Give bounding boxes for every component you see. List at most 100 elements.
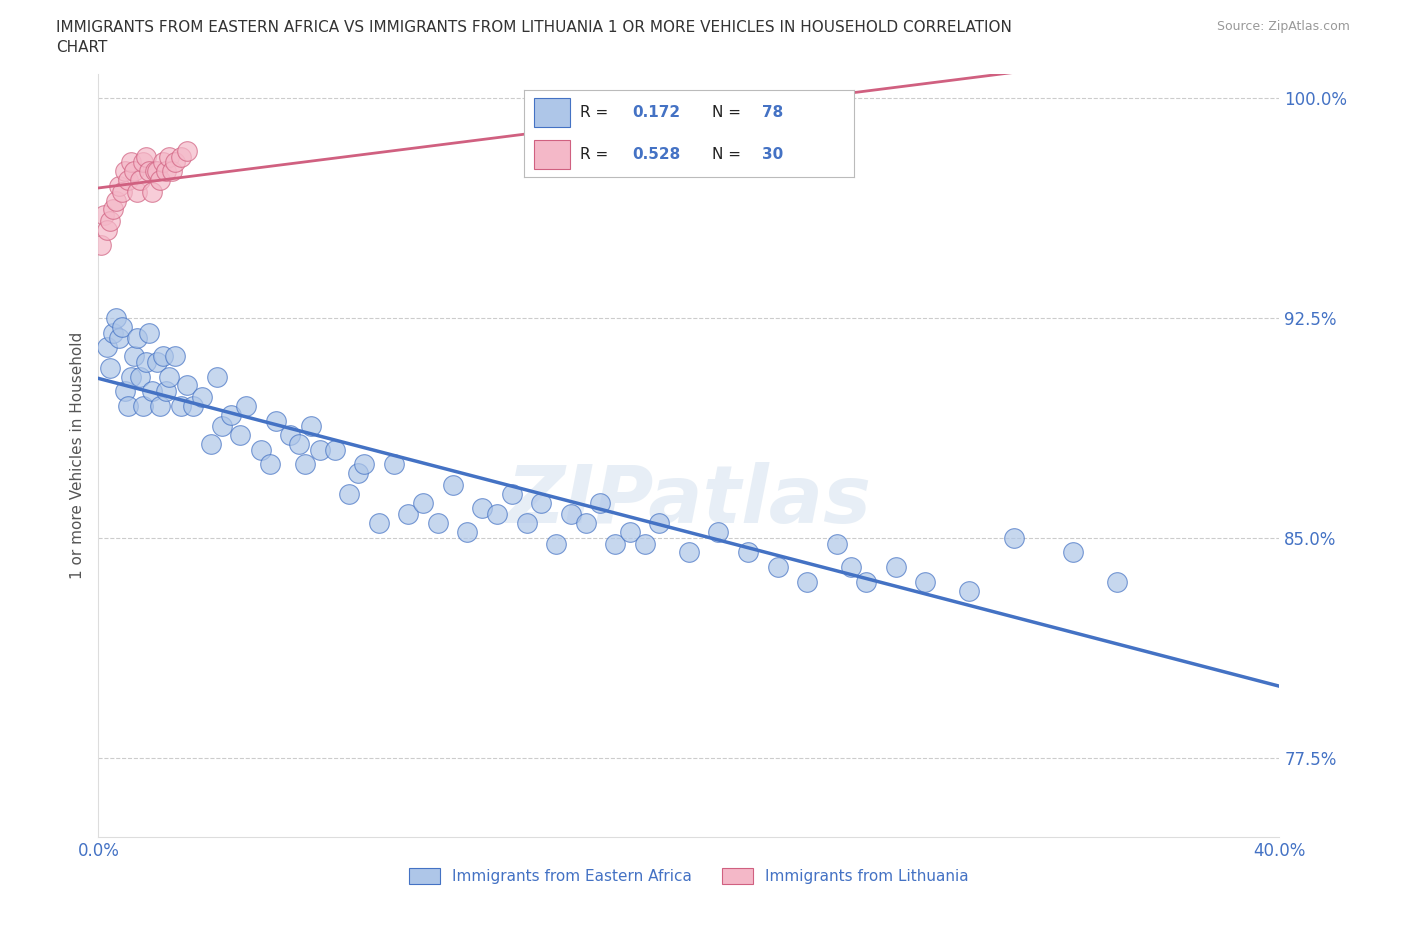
Point xyxy=(299,418,322,433)
Point xyxy=(122,164,145,179)
Point xyxy=(766,560,789,575)
Point xyxy=(486,507,509,522)
Point xyxy=(165,155,187,170)
Point xyxy=(135,354,157,369)
Point xyxy=(157,149,180,164)
Point xyxy=(347,466,370,481)
Point xyxy=(825,537,848,551)
Point xyxy=(105,193,128,208)
Point xyxy=(855,575,877,590)
Point xyxy=(103,202,125,217)
Point xyxy=(654,120,676,135)
Point xyxy=(398,507,420,522)
Point xyxy=(111,184,134,199)
Point xyxy=(796,575,818,590)
Point xyxy=(560,507,582,522)
Point xyxy=(205,369,228,384)
Point xyxy=(122,349,145,364)
Point xyxy=(259,457,281,472)
Point xyxy=(884,560,907,575)
Point xyxy=(141,184,163,199)
Point xyxy=(235,398,257,413)
Point xyxy=(1002,530,1025,545)
Point xyxy=(152,349,174,364)
Point xyxy=(471,501,494,516)
Point xyxy=(737,545,759,560)
Point xyxy=(250,443,273,458)
Point xyxy=(93,207,115,222)
Point xyxy=(143,164,166,179)
Legend: Immigrants from Eastern Africa, Immigrants from Lithuania: Immigrants from Eastern Africa, Immigran… xyxy=(404,862,974,890)
Point xyxy=(90,237,112,252)
Point xyxy=(176,378,198,392)
Point xyxy=(135,149,157,164)
Point xyxy=(382,457,405,472)
Point xyxy=(546,537,568,551)
Point xyxy=(114,384,136,399)
Point xyxy=(170,149,193,164)
Point xyxy=(146,354,169,369)
Point xyxy=(108,331,131,346)
Text: ZIPatlas: ZIPatlas xyxy=(506,462,872,540)
Point xyxy=(149,398,172,413)
Text: CHART: CHART xyxy=(56,40,108,55)
Point xyxy=(111,319,134,334)
Point xyxy=(1062,545,1084,560)
Point xyxy=(96,222,118,237)
Point xyxy=(264,413,287,428)
Point xyxy=(146,164,169,179)
Point xyxy=(339,486,361,501)
Point xyxy=(530,495,553,510)
Point xyxy=(120,369,142,384)
Point xyxy=(141,384,163,399)
Point xyxy=(117,398,139,413)
Point xyxy=(707,525,730,539)
Point xyxy=(120,155,142,170)
Point xyxy=(368,516,391,531)
Point xyxy=(138,164,160,179)
Point xyxy=(176,143,198,158)
Point xyxy=(165,349,187,364)
Point xyxy=(221,407,243,422)
Text: Source: ZipAtlas.com: Source: ZipAtlas.com xyxy=(1216,20,1350,33)
Point xyxy=(412,495,434,510)
Point xyxy=(138,326,160,340)
Point xyxy=(132,155,155,170)
Point xyxy=(155,384,177,399)
Point xyxy=(103,326,125,340)
Point xyxy=(191,390,214,405)
Point xyxy=(125,184,148,199)
Point xyxy=(427,516,450,531)
Point xyxy=(117,173,139,188)
Point xyxy=(96,339,118,354)
Point xyxy=(959,583,981,598)
Point xyxy=(353,457,375,472)
Point xyxy=(309,443,332,458)
Point xyxy=(323,443,346,458)
Point xyxy=(841,560,863,575)
Point xyxy=(211,418,233,433)
Point xyxy=(114,164,136,179)
Point xyxy=(516,516,538,531)
Point xyxy=(132,398,155,413)
Point xyxy=(128,369,150,384)
Point xyxy=(108,179,131,193)
Point xyxy=(181,398,204,413)
Point xyxy=(619,525,641,539)
Point xyxy=(589,495,612,510)
Point xyxy=(648,516,671,531)
Point xyxy=(501,486,523,501)
Text: IMMIGRANTS FROM EASTERN AFRICA VS IMMIGRANTS FROM LITHUANIA 1 OR MORE VEHICLES I: IMMIGRANTS FROM EASTERN AFRICA VS IMMIGR… xyxy=(56,20,1012,35)
Point xyxy=(678,545,700,560)
Point xyxy=(441,478,464,493)
Point xyxy=(149,173,172,188)
Point xyxy=(200,436,222,451)
Point xyxy=(157,369,180,384)
Point xyxy=(155,164,177,179)
Point xyxy=(294,457,316,472)
Point xyxy=(1107,575,1129,590)
Point xyxy=(162,164,183,179)
Point xyxy=(575,516,598,531)
Point xyxy=(648,120,671,135)
Point xyxy=(105,311,128,325)
